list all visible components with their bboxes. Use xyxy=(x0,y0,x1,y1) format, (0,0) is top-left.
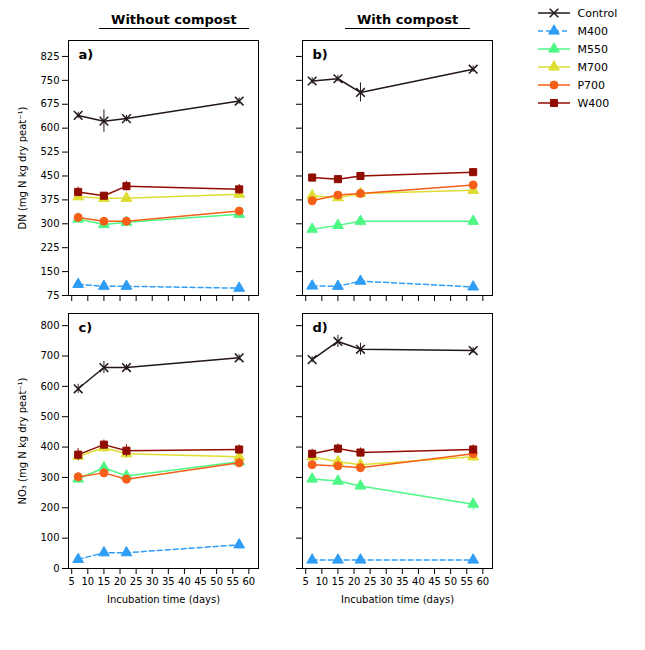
svg-text:b): b) xyxy=(312,47,327,62)
svg-text:35: 35 xyxy=(396,576,409,587)
svg-text:15: 15 xyxy=(98,576,111,587)
svg-text:40: 40 xyxy=(178,576,191,587)
html-text:W400: W400 xyxy=(577,96,610,110)
svg-text:DN (mg N kg dry peat⁻¹): DN (mg N kg dry peat⁻¹) xyxy=(17,107,28,230)
svg-text:225: 225 xyxy=(40,242,59,253)
svg-text:20: 20 xyxy=(347,576,360,587)
svg-text:300: 300 xyxy=(40,472,59,483)
svg-text:40: 40 xyxy=(412,576,425,587)
html-text:M400: M400 xyxy=(577,24,608,38)
svg-text:300: 300 xyxy=(40,218,59,229)
svg-text:400: 400 xyxy=(40,441,59,452)
svg-text:50: 50 xyxy=(210,576,223,587)
svg-text:55: 55 xyxy=(460,576,473,587)
html-text:P700: P700 xyxy=(577,78,606,92)
svg-text:35: 35 xyxy=(162,576,175,587)
html-text:Control: Control xyxy=(577,6,618,20)
svg-text:5: 5 xyxy=(69,576,75,587)
svg-text:450: 450 xyxy=(40,170,59,181)
svg-text:800: 800 xyxy=(40,320,59,331)
svg-text:Incubation time (days): Incubation time (days) xyxy=(341,594,454,605)
svg-text:825: 825 xyxy=(40,51,59,62)
svg-text:60: 60 xyxy=(476,576,489,587)
svg-text:30: 30 xyxy=(146,576,159,587)
svg-text:20: 20 xyxy=(114,576,127,587)
svg-text:c): c) xyxy=(79,320,93,335)
svg-text:675: 675 xyxy=(40,98,59,109)
html-text:With compost: With compost xyxy=(357,12,459,27)
svg-text:a): a) xyxy=(79,47,94,62)
svg-text:10: 10 xyxy=(81,576,94,587)
svg-text:45: 45 xyxy=(194,576,207,587)
svg-text:200: 200 xyxy=(40,502,59,513)
svg-text:NO₃ (mg N kg dry peat⁻¹): NO₃ (mg N kg dry peat⁻¹) xyxy=(17,377,28,504)
svg-text:500: 500 xyxy=(40,411,59,422)
svg-text:375: 375 xyxy=(40,194,59,205)
html-text:M550: M550 xyxy=(577,42,608,56)
svg-text:55: 55 xyxy=(226,576,239,587)
svg-text:25: 25 xyxy=(363,576,376,587)
svg-text:50: 50 xyxy=(444,576,457,587)
svg-text:d): d) xyxy=(312,320,327,335)
svg-text:15: 15 xyxy=(331,576,344,587)
svg-text:10: 10 xyxy=(315,576,328,587)
html-text:M700: M700 xyxy=(577,60,608,74)
svg-text:0: 0 xyxy=(53,563,59,574)
svg-text:75: 75 xyxy=(47,290,60,301)
svg-text:25: 25 xyxy=(130,576,143,587)
svg-text:60: 60 xyxy=(242,576,255,587)
svg-text:Incubation time (days): Incubation time (days) xyxy=(107,594,220,605)
svg-text:700: 700 xyxy=(40,350,59,361)
svg-text:750: 750 xyxy=(40,75,59,86)
svg-text:600: 600 xyxy=(40,122,59,133)
svg-text:150: 150 xyxy=(40,266,59,277)
svg-text:5: 5 xyxy=(302,576,308,587)
svg-text:525: 525 xyxy=(40,146,59,157)
svg-text:45: 45 xyxy=(428,576,441,587)
svg-text:600: 600 xyxy=(40,381,59,392)
html-text:Without compost: Without compost xyxy=(111,12,237,27)
svg-text:100: 100 xyxy=(40,532,59,543)
svg-text:30: 30 xyxy=(380,576,393,587)
